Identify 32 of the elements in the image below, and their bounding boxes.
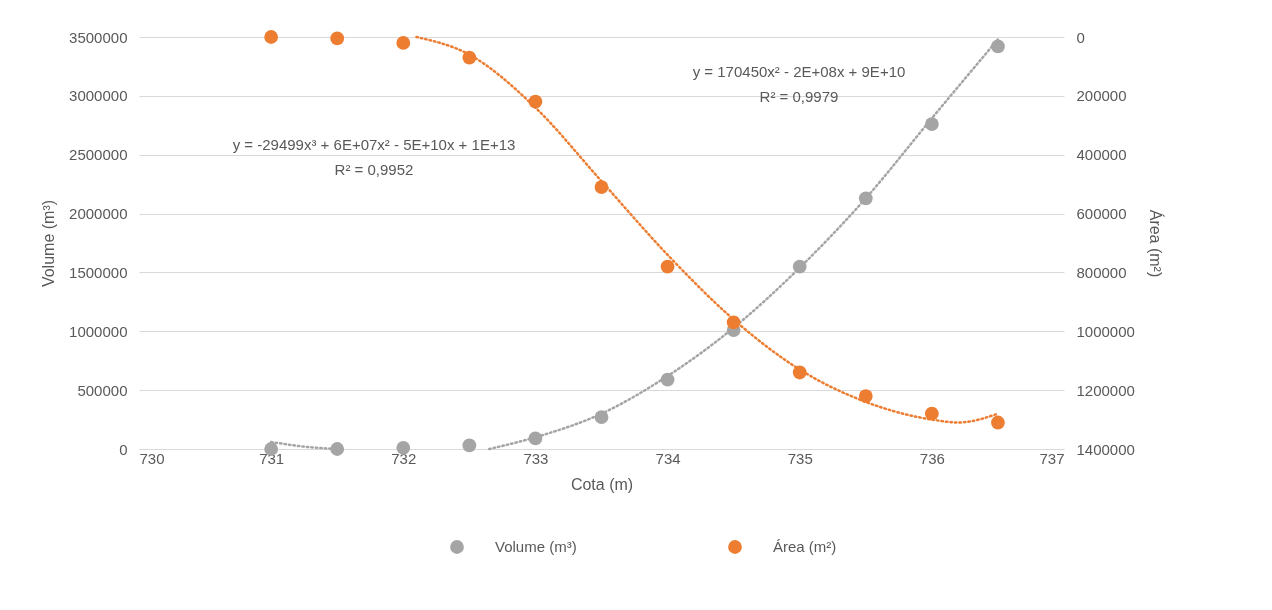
x-tick-label: 733	[523, 449, 549, 467]
y2-axis-title: Área (m²)	[1146, 209, 1165, 278]
y-tick-label: 2000000	[69, 205, 128, 223]
y2-tick-label: 1000000	[1076, 322, 1135, 340]
annotation: R² = 0,9979	[759, 88, 839, 105]
y-tick-label: 1000000	[69, 322, 128, 340]
annotation: y = 170450x² - 2E+08x + 9E+10	[692, 63, 906, 80]
y2-tick-label: 400000	[1076, 146, 1127, 164]
annotation: R² = 0,9952	[334, 161, 414, 178]
annotation: y = -29499x³ + 6E+07x² - 5E+10x + 1E+13	[232, 136, 516, 153]
y-tick-label: 2500000	[69, 146, 128, 164]
x-axis-title: Cota (m)	[570, 475, 634, 493]
x-tick-label: 730	[139, 449, 165, 467]
x-tick-label: 737	[1039, 449, 1065, 467]
y-tick-label: 0	[119, 440, 128, 458]
x-tick-label: 732	[391, 449, 417, 467]
legend-label: Volume (m³)	[495, 538, 577, 555]
y-axis-title: Volume (m³)	[40, 199, 58, 288]
y2-tick-label: 0	[1076, 28, 1085, 46]
y-tick-label: 3000000	[69, 87, 128, 105]
y2-tick-label: 1200000	[1076, 381, 1135, 399]
y2-tick-label: 200000	[1076, 87, 1127, 105]
y2-tick-label: 1400000	[1076, 440, 1135, 458]
y-tick-label: 1500000	[69, 263, 128, 281]
x-tick-label: 734	[655, 449, 681, 467]
y2-tick-label: 600000	[1076, 205, 1127, 223]
x-tick-label: 736	[919, 449, 945, 467]
y-tick-label: 500000	[77, 381, 128, 399]
legend-label: Área (m²)	[773, 538, 837, 555]
x-tick-label: 735	[787, 449, 813, 467]
y2-tick-label: 800000	[1076, 263, 1127, 281]
y-tick-label: 3500000	[69, 28, 128, 46]
